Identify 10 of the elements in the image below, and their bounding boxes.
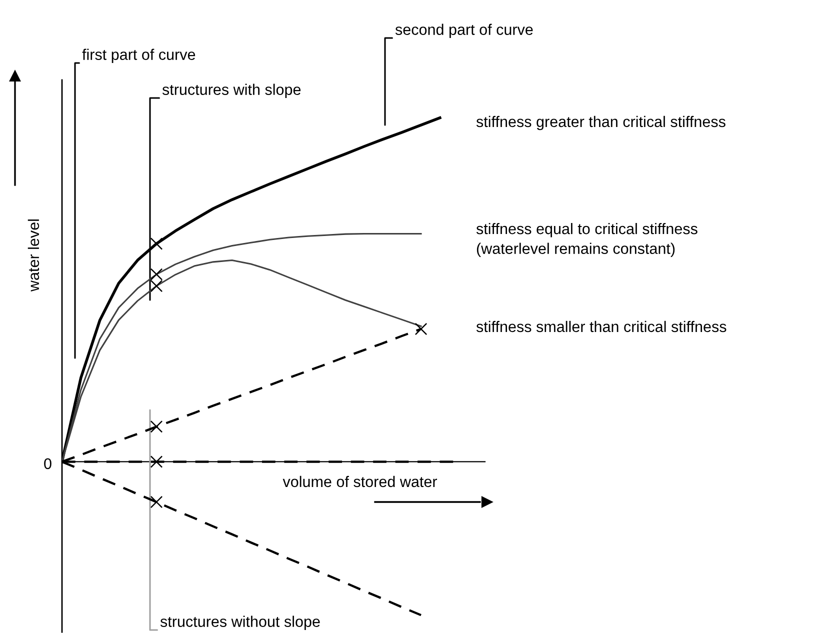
annotation: stiffness greater than critical stiffness xyxy=(476,116,726,130)
x-axis-title: volume of stored water xyxy=(282,476,438,488)
y-axis-title: water level xyxy=(28,220,40,292)
annotation: stiffness equal to critical stiffness (waterlevel remains constant) xyxy=(476,222,698,257)
text: structures without slope xyxy=(160,616,320,630)
text: second part of curve xyxy=(395,24,533,38)
annotation: stiffness smaller than critical stiffness xyxy=(476,320,726,332)
text: 0 xyxy=(44,458,52,470)
text: first part of curve xyxy=(82,48,196,63)
text: structures with slope xyxy=(162,84,301,98)
